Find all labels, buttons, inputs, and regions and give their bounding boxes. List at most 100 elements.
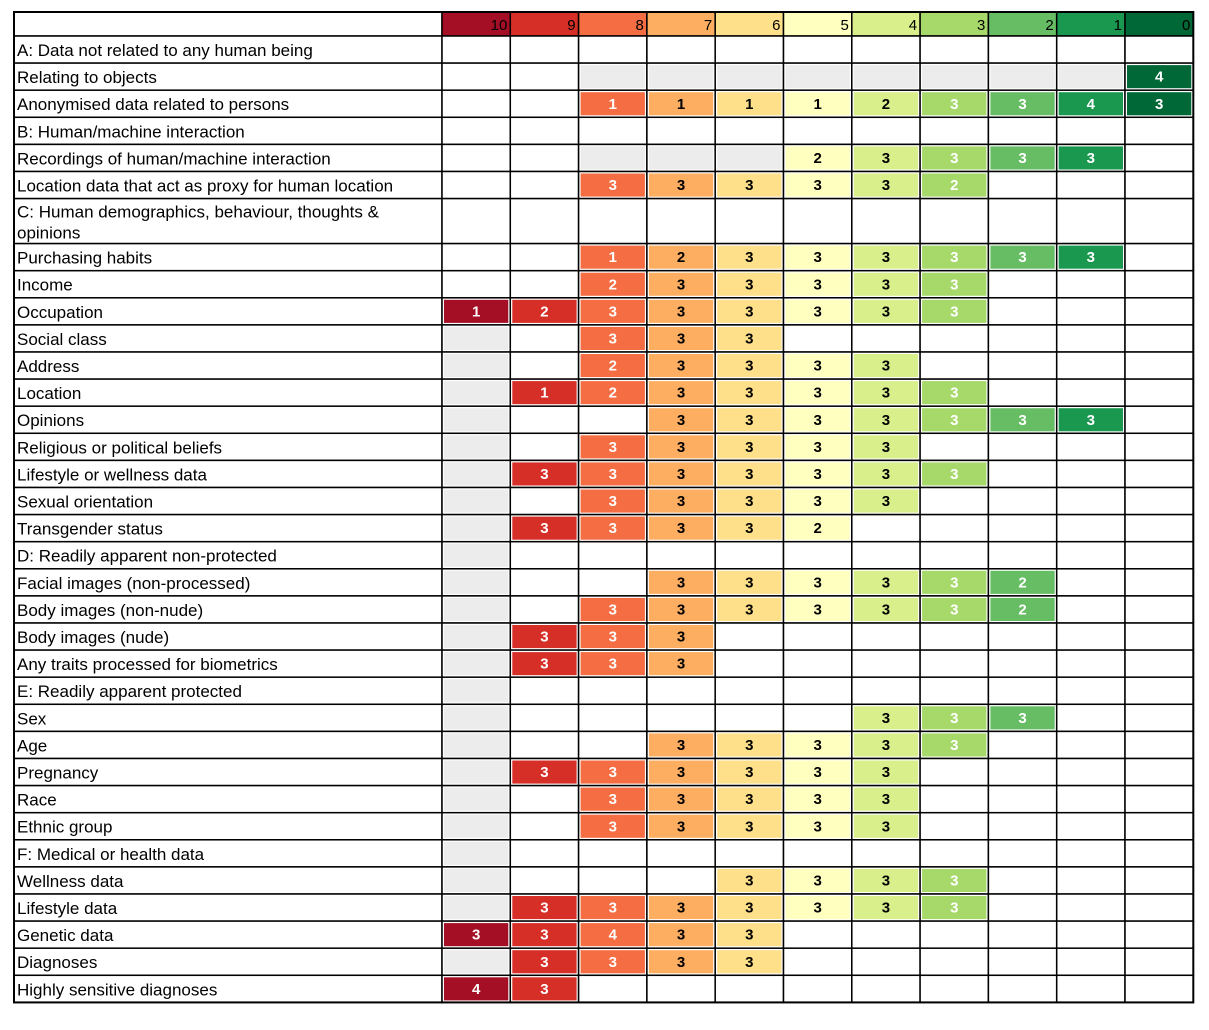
heatmap-cell-fill: [853, 706, 919, 730]
cell-value: 3: [950, 710, 958, 727]
heatmap-cell: [714, 540, 785, 570]
row-label: Opinions: [17, 411, 84, 430]
cell-value: 3: [813, 276, 821, 293]
cell-value: 3: [677, 629, 685, 646]
heatmap-cell: [987, 35, 1058, 64]
heatmap-cell-fill: [922, 597, 987, 621]
heatmap-cell: [441, 170, 512, 200]
heatmap-cell-fill: [853, 354, 919, 378]
cell-value: 3: [745, 276, 753, 293]
row-label: Recordings of human/machine interaction: [17, 149, 331, 168]
heatmap-cell: [1124, 649, 1195, 678]
heatmap-cell-fill: [444, 381, 509, 405]
cell-value: 3: [609, 818, 617, 835]
heatmap-cell-fill: [990, 245, 1055, 269]
heatmap-cell-fill: [444, 923, 509, 947]
heatmap-cell-fill: [648, 516, 714, 540]
heatmap-cell-fill: [990, 408, 1055, 432]
heatmap-cell: [441, 35, 512, 64]
heatmap-cell-fill: [648, 950, 714, 974]
heatmap-cell: [441, 89, 512, 119]
cell-value: 3: [882, 791, 890, 808]
heatmap-cell: [851, 920, 921, 949]
heatmap-cell: [782, 920, 853, 949]
heatmap-cell: [987, 513, 1058, 543]
heatmap-cell-fill: [444, 652, 509, 676]
heatmap-cell-fill: [512, 652, 577, 676]
cell-value: 2: [1018, 601, 1026, 618]
heatmap-cell-fill: [648, 814, 714, 838]
cell-value: 3: [540, 629, 548, 646]
heatmap-cell-fill: [922, 462, 987, 486]
heatmap-cell-fill: [717, 299, 782, 323]
heatmap-cell: [1124, 269, 1195, 299]
heatmap-cell-fill: [1058, 65, 1123, 89]
heatmap-cell-fill: [580, 173, 645, 197]
heatmap-cell: [987, 540, 1058, 570]
cell-value: 3: [813, 872, 821, 889]
row-label: Relating to objects: [17, 68, 157, 87]
heatmap-cell: [1124, 676, 1195, 706]
row-label: Diagnoses: [17, 953, 97, 972]
cell-value: 3: [1087, 412, 1095, 429]
heatmap-cell-fill: [990, 597, 1055, 621]
row-label: Location: [17, 384, 81, 403]
heatmap-cell: [782, 839, 853, 868]
heatmap-cell-fill: [580, 462, 645, 486]
cell-value: 3: [950, 385, 958, 402]
heatmap-cell: [1124, 170, 1195, 200]
heatmap-cell: [1124, 730, 1195, 760]
cell-value: 3: [745, 385, 753, 402]
heatmap-cell-fill: [444, 706, 509, 730]
heatmap-cell: [851, 197, 921, 245]
heatmap-cell: [509, 89, 580, 119]
heatmap-cell: [919, 432, 990, 462]
heatmap-cell: [714, 703, 785, 733]
heatmap-cell: [851, 839, 921, 868]
heatmap-cell-fill: [922, 896, 987, 920]
cell-value: 3: [677, 900, 685, 917]
heatmap-cell-fill: [648, 733, 714, 757]
cell-value: 3: [950, 574, 958, 591]
heatmap-cell: [1124, 405, 1195, 435]
row-label: Highly sensitive diagnoses: [17, 980, 217, 999]
heatmap-cell: [851, 513, 921, 543]
heatmap-cell-fill: [648, 923, 714, 947]
heatmap-cell: [1124, 486, 1195, 516]
row-label: Purchasing habits: [17, 249, 152, 268]
row-label-cell: [13, 170, 443, 200]
cell-value: 3: [950, 872, 958, 889]
heatmap-cell: [1055, 703, 1126, 733]
cell-value: 3: [950, 737, 958, 754]
heatmap-cell-fill: [785, 381, 850, 405]
cell-value: 3: [677, 791, 685, 808]
heatmap-cell-fill: [717, 92, 782, 116]
heatmap-cell-fill: [648, 326, 714, 350]
heatmap-cell: [577, 839, 648, 868]
heatmap-cell-fill: [648, 896, 714, 920]
heatmap-cell: [509, 568, 580, 597]
heatmap-cell-fill: [785, 868, 850, 892]
heatmap-cell: [1124, 378, 1195, 407]
row-label: Address: [17, 357, 79, 376]
heatmap-cell-fill: [444, 597, 509, 621]
heatmap-cell-fill: [717, 146, 782, 170]
heatmap-cell: [1055, 839, 1126, 868]
heatmap-cell-fill: [648, 489, 714, 513]
heatmap-cell-fill: [444, 950, 509, 974]
heatmap-cell-fill: [444, 299, 509, 323]
heatmap-cell-fill: [717, 354, 782, 378]
row-label: Anonymised data related to persons: [17, 95, 289, 114]
cell-value: 3: [745, 520, 753, 537]
cell-value: 3: [609, 629, 617, 646]
cell-value: 3: [882, 303, 890, 320]
cell-value: 3: [472, 927, 480, 944]
cell-value: 3: [609, 493, 617, 510]
column-header-label: 7: [704, 17, 712, 34]
heatmap-cell-fill: [853, 245, 919, 269]
cell-value: 3: [609, 520, 617, 537]
heatmap-cell: [987, 893, 1058, 922]
heatmap-cell: [1055, 486, 1126, 516]
heatmap-cell: [714, 839, 785, 868]
heatmap-cell: [509, 143, 580, 173]
